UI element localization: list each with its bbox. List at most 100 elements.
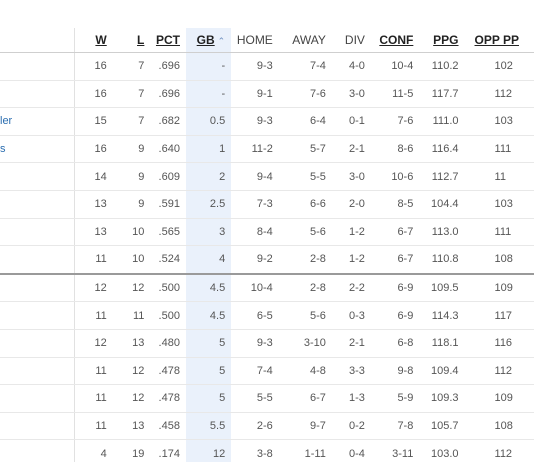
- cell-div: 3-3: [331, 357, 371, 386]
- cell-ppg: 117.7: [419, 80, 465, 109]
- column-header-conf[interactable]: CONF: [370, 28, 420, 53]
- table-row[interactable]: 4 19.174 12 3-8 1-11 0-4 3-11 103.0 112: [0, 439, 534, 462]
- table-row[interactable]: 13 10.565 3 8-4 5-6 1-2 6-7 113.0 111: [0, 218, 534, 247]
- column-header-conf-label: CONF: [379, 33, 414, 47]
- cell-home: 9-3: [231, 329, 279, 358]
- cell-conf: 6-9: [370, 273, 420, 303]
- column-header-opp-ppg-label: OPP PP: [474, 33, 519, 47]
- cell-home: 7-3: [231, 190, 279, 219]
- cell-w: 13: [74, 190, 113, 219]
- cell-home: 2-6: [231, 412, 279, 441]
- team-name-link[interactable]: [0, 162, 75, 191]
- cell-opp: 112: [464, 439, 534, 462]
- team-name-link[interactable]: ler: [0, 107, 75, 136]
- cell-div: 0-2: [331, 412, 371, 441]
- table-row[interactable]: 14 9.609 2 9-4 5-5 3-0 10-6 112.7 11: [0, 162, 534, 191]
- cell-pct: .591: [150, 190, 186, 219]
- cell-home: 9-3: [231, 52, 279, 81]
- cell-ppg: 116.4: [419, 135, 465, 164]
- cell-w: 11: [74, 412, 113, 441]
- cell-l: 9: [112, 190, 151, 219]
- cell-l: 7: [112, 52, 151, 81]
- team-name-link[interactable]: [0, 218, 75, 247]
- cell-home: 9-2: [231, 245, 279, 275]
- cell-away: 6-7: [278, 384, 332, 413]
- team-name-link[interactable]: [0, 245, 75, 275]
- cell-ppg: 105.7: [419, 412, 465, 441]
- column-header-w[interactable]: W: [74, 28, 113, 53]
- team-name-link[interactable]: [0, 80, 75, 109]
- cell-opp: 117: [464, 301, 534, 330]
- table-row[interactable]: 11 13.458 5.5 2-6 9-7 0-2 7-8 105.7 108: [0, 412, 534, 441]
- team-name-link[interactable]: [0, 273, 75, 303]
- table-row[interactable]: 16 7.696-9-3 7-4 4-0 10-4 110.2 102: [0, 52, 534, 81]
- cell-w: 12: [74, 273, 113, 303]
- team-name-link[interactable]: [0, 301, 75, 330]
- cell-w: 12: [74, 329, 113, 358]
- cell-conf: 10-4: [370, 52, 420, 81]
- cell-div: 0-4: [331, 439, 371, 462]
- table-row[interactable]: 11 12.478 5 5-5 6-7 1-3 5-9 109.3 109: [0, 384, 534, 413]
- table-row[interactable]: 11 11.500 4.5 6-5 5-6 0-3 6-9 114.3 117: [0, 301, 534, 330]
- cell-home: 5-5: [231, 384, 279, 413]
- cell-pct: .682: [150, 107, 186, 136]
- team-name-link[interactable]: [0, 329, 75, 358]
- table-row[interactable]: 12 12.500 4.5 10-4 2-8 2-2 6-9 109.5 109: [0, 273, 534, 303]
- column-header-away: AWAY: [278, 28, 332, 53]
- cell-l: 7: [112, 107, 151, 136]
- cell-l: 19: [112, 439, 151, 462]
- team-name-link[interactable]: [0, 439, 75, 462]
- cell-opp: 103: [464, 190, 534, 219]
- cell-div: 1-3: [331, 384, 371, 413]
- table-row[interactable]: ler 15 7.682 0.5 9-3 6-4 0-1 7-6 111.0 103: [0, 107, 534, 136]
- cell-w: 16: [74, 80, 113, 109]
- column-header-gb[interactable]: GB ⌃: [185, 28, 232, 53]
- cell-ppg: 111.0: [419, 107, 465, 136]
- column-header-pct-label: PCT: [155, 33, 180, 47]
- team-name-link[interactable]: s: [0, 135, 75, 164]
- cell-gb: 5: [185, 384, 232, 413]
- column-header-ppg-label: PPG: [433, 33, 459, 47]
- table-row[interactable]: 11 10.524 4 9-2 2-8 1-2 6-7 110.8 108: [0, 245, 534, 275]
- cell-ppg: 109.3: [419, 384, 465, 413]
- cell-ppg: 109.5: [419, 273, 465, 303]
- team-name-link[interactable]: [0, 52, 75, 81]
- table-row[interactable]: 16 7.696-9-1 7-6 3-0 11-5 117.7 112: [0, 80, 534, 109]
- cell-div: 3-0: [331, 162, 371, 191]
- team-name-link[interactable]: [0, 190, 75, 219]
- cell-gb: 5: [185, 329, 232, 358]
- table-row[interactable]: 13 9.591 2.5 7-3 6-6 2-0 8-5 104.4 103: [0, 190, 534, 219]
- cell-conf: 7-8: [370, 412, 420, 441]
- cell-w: 11: [74, 357, 113, 386]
- table-row[interactable]: s 16 9.640 1 11-2 5-7 2-1 8-6 116.4 111: [0, 135, 534, 164]
- team-name-link[interactable]: [0, 384, 75, 413]
- cell-pct: .524: [150, 245, 186, 275]
- cell-gb: 0.5: [185, 107, 232, 136]
- team-name-link[interactable]: [0, 357, 75, 386]
- cell-home: 3-8: [231, 439, 279, 462]
- column-header-l[interactable]: L: [112, 28, 151, 53]
- cell-home: 11-2: [231, 135, 279, 164]
- table-row[interactable]: 11 12.478 5 7-4 4-8 3-3 9-8 109.4 112: [0, 357, 534, 386]
- cell-gb: 4.5: [185, 273, 232, 303]
- cell-ppg: 118.1: [419, 329, 465, 358]
- table-row[interactable]: 12 13.480 5 9-3 3-10 2-1 6-8 118.1 116: [0, 329, 534, 358]
- column-header-opp-ppg[interactable]: OPP PP: [464, 28, 534, 53]
- column-header-pct[interactable]: PCT: [150, 28, 186, 53]
- cell-away: 5-5: [278, 162, 332, 191]
- cell-ppg: 110.8: [419, 245, 465, 275]
- cell-div: 2-1: [331, 329, 371, 358]
- cell-conf: 10-6: [370, 162, 420, 191]
- column-header-ppg[interactable]: PPG: [419, 28, 465, 53]
- cell-home: 9-1: [231, 80, 279, 109]
- cell-div: 0-3: [331, 301, 371, 330]
- cell-pct: .174: [150, 439, 186, 462]
- team-name-link[interactable]: [0, 412, 75, 441]
- column-header-home: HOME: [231, 28, 279, 53]
- cell-w: 15: [74, 107, 113, 136]
- top-spacer: [0, 0, 534, 28]
- cell-away: 2-8: [278, 273, 332, 303]
- cell-pct: .500: [150, 273, 186, 303]
- column-header-w-label: W: [95, 33, 107, 47]
- standings-table: W L PCT GB ⌃ HOME AWAY DIV CONF PPG OPP P…: [0, 28, 534, 462]
